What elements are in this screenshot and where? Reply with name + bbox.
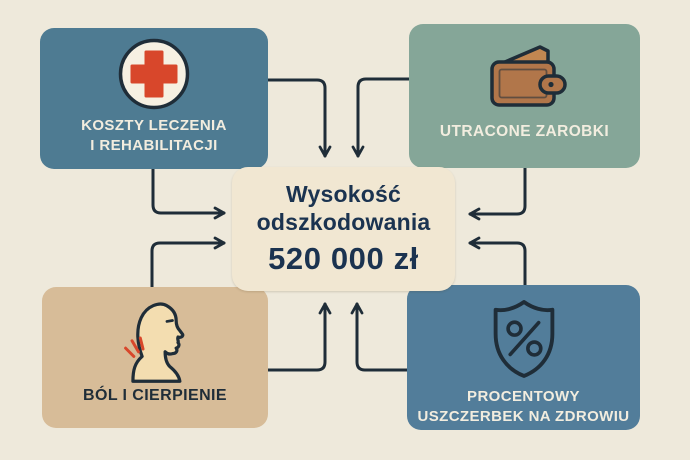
arrow-br-side — [468, 236, 527, 287]
center-title-line2: odszkodowania — [256, 209, 431, 235]
compensation-amount: 520 000 zł — [268, 240, 419, 276]
medical-cross-icon — [118, 38, 190, 110]
arrow-tr-side — [468, 166, 527, 221]
arrow-tl-top — [266, 78, 332, 158]
arrow-bl-bottom — [266, 302, 332, 372]
neck-pain-person-icon — [124, 302, 185, 383]
node-label: PROCENTOWY USZCZERBEK NA ZDROWIU — [418, 387, 630, 427]
node-koszty-leczenia: KOSZTY LECZENIA I REHABILITACJI — [40, 28, 268, 169]
label-line: BÓL I CIERPIENIE — [83, 387, 227, 404]
center-result-box: Wysokość odszkodowania 520 000 zł — [232, 167, 455, 291]
arrow-tl-side — [151, 167, 226, 220]
node-utracone-zarobki: UTRACONE ZAROBKI — [409, 24, 640, 168]
label-line: I REHABILITACJI — [90, 136, 218, 154]
node-label: UTRACONE ZAROBKI — [440, 122, 609, 142]
arrow-tr-top — [351, 77, 411, 158]
node-label: BÓL I CIERPIENIE — [83, 386, 227, 407]
shield-percent-icon — [493, 300, 554, 378]
label-line: KOSZTY LECZENIA — [81, 117, 227, 134]
wallet-icon — [489, 45, 567, 107]
center-title-line1: Wysokość — [286, 181, 401, 208]
node-bol-i-cierpienie: BÓL I CIERPIENIE — [42, 287, 268, 428]
label-line: UTRACONE ZAROBKI — [439, 123, 610, 140]
node-procentowy-uszczerbek: PROCENTOWY USZCZERBEK NA ZDROWIU — [407, 285, 640, 430]
arrow-bl-side — [150, 236, 226, 289]
label-line: PROCENTOWY — [467, 388, 580, 405]
node-label: KOSZTY LECZENIA I REHABILITACJI — [81, 116, 227, 155]
arrow-br-bottom — [350, 302, 409, 372]
label-line: USZCZERBEK NA ZDROWIU — [417, 407, 630, 425]
